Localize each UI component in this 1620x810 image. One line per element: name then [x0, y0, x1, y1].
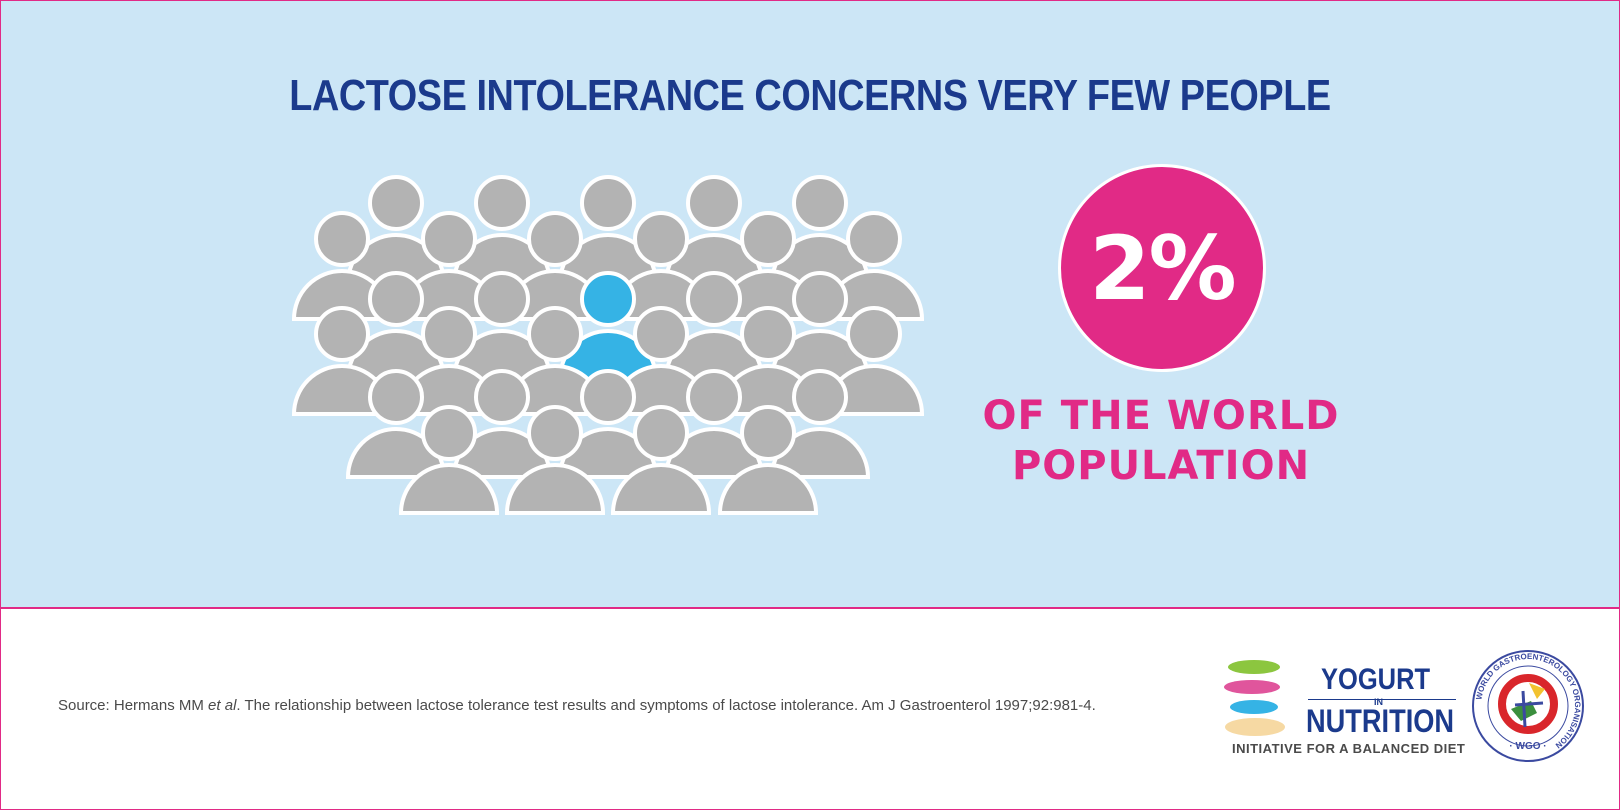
wgo-abbr: · WGO ·	[1509, 741, 1546, 752]
yogurt-in-nutrition-logo: YOGURT IN NUTRITION INITIATIVE FOR A BAL…	[1224, 651, 1465, 761]
person-icon	[823, 306, 925, 416]
source-prefix: Source: Hermans MM	[58, 697, 209, 714]
person-icon	[451, 271, 553, 381]
person-icon	[451, 175, 553, 285]
person-icon	[345, 175, 447, 285]
logo-nutrition-word: NUTRITION	[1306, 703, 1455, 739]
source-citation: Source: Hermans MM et al. The relationsh…	[58, 697, 1096, 714]
wgo-seal-logo: WORLD GASTROENTEROLOGY ORGANISATION · WG…	[1472, 650, 1584, 762]
person-icon	[451, 369, 553, 479]
crowd-illustration	[291, 175, 925, 515]
caption-line-1: OF THE WORLD	[982, 393, 1340, 439]
logo-tagline: INITIATIVE FOR A BALANCED DIET	[1232, 741, 1466, 756]
top-panel: LACTOSE INTOLERANCE CONCERNS VERY FEW PE…	[1, 1, 1619, 609]
person-icon	[345, 369, 447, 479]
headline: LACTOSE INTOLERANCE CONCERNS VERY FEW PE…	[289, 71, 1331, 120]
person-icon	[663, 175, 765, 285]
logo-yogurt-word: YOGURT	[1321, 663, 1431, 696]
person-icon	[610, 211, 712, 321]
caption-line-2: POPULATION	[1011, 443, 1311, 489]
person-icon	[663, 271, 765, 381]
person-icon	[398, 405, 500, 515]
person-icon	[717, 211, 819, 321]
percentage-caption: OF THE WORLD POPULATION	[961, 391, 1361, 491]
person-icon	[769, 271, 871, 381]
percentage-badge: 2%	[1058, 164, 1266, 372]
person-icon	[769, 369, 871, 479]
person-icon	[291, 306, 393, 416]
source-suffix: . The relationship between lactose toler…	[236, 697, 1096, 714]
source-italic: et al	[208, 697, 237, 714]
logo-rule	[1308, 699, 1456, 700]
percentage-value: 2%	[1089, 216, 1236, 320]
person-icon	[504, 405, 606, 515]
logo-in-word: IN	[1374, 697, 1383, 707]
person-icon	[291, 211, 393, 321]
person-icon	[557, 175, 659, 285]
person-icon	[504, 211, 606, 321]
person-icon	[610, 405, 712, 515]
stacked-discs-icon	[1224, 660, 1285, 736]
highlighted-person-icon	[557, 271, 659, 381]
person-icon	[823, 211, 925, 321]
person-icon	[717, 405, 819, 515]
